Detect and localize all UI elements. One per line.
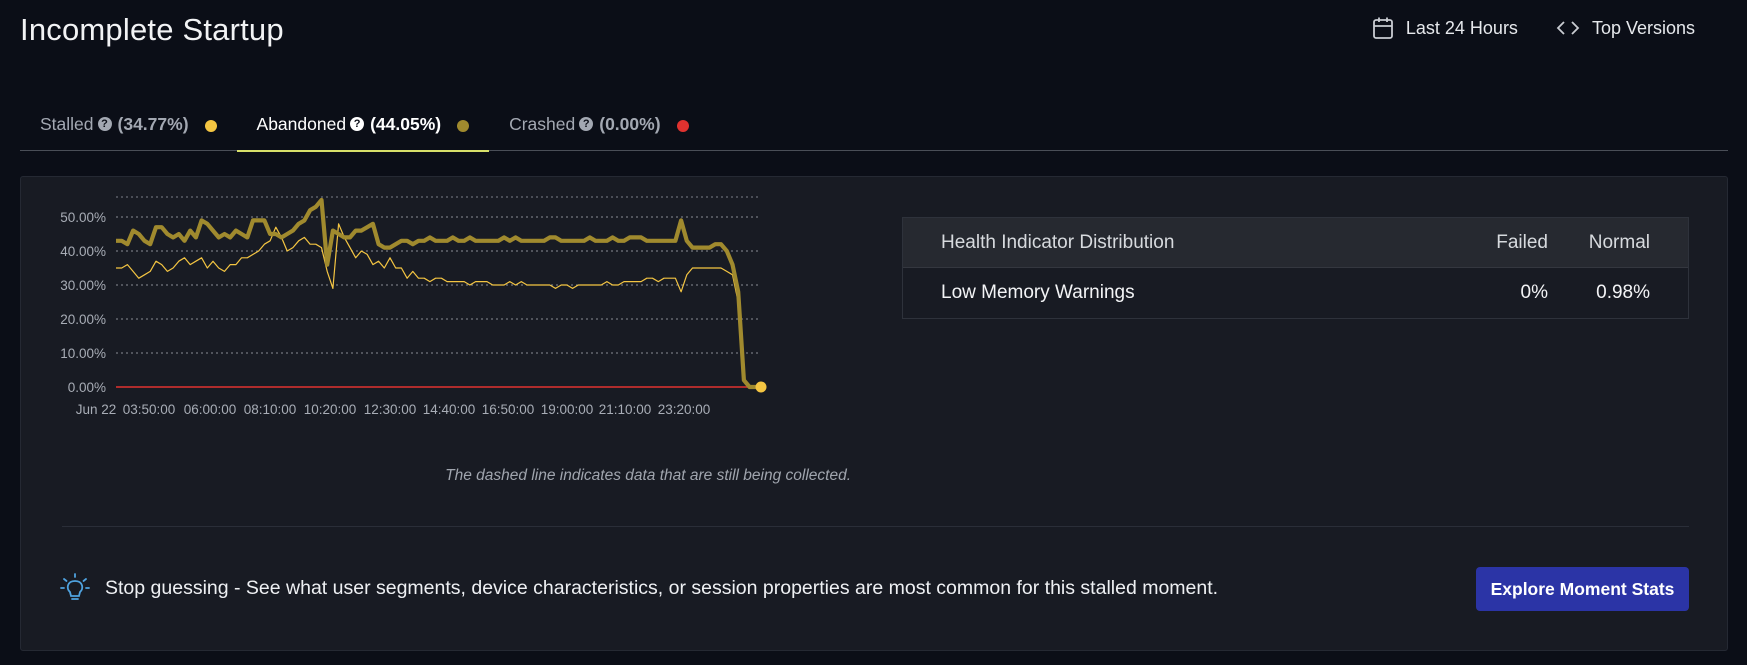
content-panel: 50.00% 40.00% 30.00% 20.00% 10.00% 0.00% Jun 2… — [20, 176, 1728, 651]
top-versions-label: Top Versions — [1591, 17, 1695, 38]
x-tick-label: 16:50:00 — [482, 402, 535, 417]
time-range-label: Last 24 Hours — [1405, 17, 1518, 38]
tab-percentage: (44.05%) — [370, 114, 442, 134]
help-icon[interactable]: ? — [350, 117, 365, 131]
tab-abandoned[interactable]: Abandoned ? (44.05%) — [236, 104, 490, 152]
x-tick-label: 03:50:00 — [123, 402, 176, 417]
help-icon[interactable]: ? — [579, 117, 594, 131]
x-tick-label: 12:30:00 — [364, 402, 417, 417]
calendar-icon — [1372, 17, 1393, 39]
header-actions: Last 24 Hours Top Versions — [1372, 16, 1695, 40]
explore-moment-stats-button[interactable]: Explore Moment Stats — [1476, 567, 1689, 611]
x-tick-label: 19:00:00 — [541, 402, 594, 417]
table-header-row: Health Indicator Distribution Failed Nor… — [903, 218, 1688, 268]
y-tick-label: 10.00% — [60, 346, 106, 361]
x-tick-label: 14:40:00 — [423, 402, 476, 417]
indicator-name: Low Memory Warnings — [941, 282, 1135, 303]
chart-note: The dashed line indicates data that are … — [445, 467, 851, 484]
y-tick-label: 30.00% — [60, 278, 106, 293]
y-tick-label: 0.00% — [68, 380, 106, 395]
tip-banner: Stop guessing - See what user segments, … — [59, 572, 1218, 604]
y-tick-label: 50.00% — [60, 210, 106, 225]
tab-percentage: (34.77%) — [117, 114, 189, 134]
page-title: Incomplete Startup — [20, 12, 284, 47]
failed-value: 0% — [1520, 282, 1548, 303]
tab-label: Abandoned — [256, 114, 347, 134]
time-range-button[interactable]: Last 24 Hours — [1372, 16, 1518, 40]
chart-container: 50.00% 40.00% 30.00% 20.00% 10.00% 0.00% Jun 2… — [21, 177, 901, 497]
x-tick-label: 10:20:00 — [304, 402, 357, 417]
x-tick-label: Jun 22 — [76, 402, 117, 417]
column-header-normal: Normal — [1588, 231, 1650, 253]
tab-percentage: (0.00%) — [599, 114, 661, 134]
column-header-indicator: Health Indicator Distribution — [941, 231, 1175, 253]
tab-label: Stalled — [40, 114, 94, 134]
metric-tabs: Stalled ? (34.77%) Abandoned ? (44.05%) … — [20, 104, 1728, 152]
y-tick-label: 40.00% — [60, 244, 106, 259]
lightbulb-icon — [60, 573, 90, 600]
tab-stalled[interactable]: Stalled ? (34.77%) — [20, 104, 237, 151]
health-indicator-table: Health Indicator Distribution Failed Nor… — [902, 217, 1689, 319]
series-color-dot — [204, 120, 217, 132]
tip-text: Stop guessing - See what user segments, … — [105, 576, 1219, 599]
normal-value: 0.98% — [1596, 282, 1650, 303]
series-end-point — [755, 381, 767, 393]
y-tick-label: 20.00% — [60, 312, 106, 327]
x-tick-label: 08:10:00 — [244, 402, 297, 417]
tab-crashed[interactable]: Crashed ? (0.00%) — [489, 104, 708, 151]
code-brackets-icon — [1556, 21, 1580, 35]
series-line — [116, 223, 761, 388]
x-tick-label: 06:00:00 — [184, 402, 237, 417]
x-tick-label: 23:20:00 — [658, 402, 711, 417]
series-color-dot — [676, 120, 689, 132]
help-icon[interactable]: ? — [97, 117, 112, 131]
top-versions-button[interactable]: Top Versions — [1556, 18, 1695, 39]
tab-label: Crashed — [509, 114, 576, 134]
section-divider — [62, 526, 1689, 527]
series-color-dot — [457, 120, 470, 132]
x-tick-label: 21:10:00 — [599, 402, 652, 417]
table-row: Low Memory Warnings 0% 0.98% — [903, 268, 1688, 318]
trend-chart: 50.00% 40.00% 30.00% 20.00% 10.00% 0.00% Jun 2… — [60, 196, 767, 417]
series-line — [116, 197, 761, 390]
column-header-failed: Failed — [1496, 231, 1548, 253]
